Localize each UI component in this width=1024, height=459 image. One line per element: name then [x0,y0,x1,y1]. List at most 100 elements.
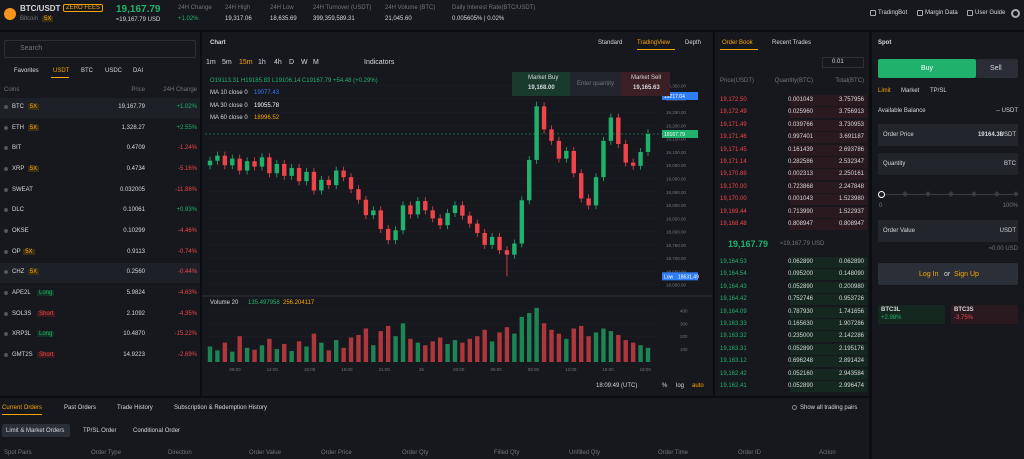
ask-cell: 3.730953 [838,121,864,128]
bid-cell: 19,163.32 [720,333,747,340]
coin-symbol[interactable]: APE2L [12,290,31,297]
orders-column: Unfilled Qty [569,450,601,456]
scale-option[interactable]: log [676,383,685,389]
checkbox[interactable] [792,405,797,410]
search-placeholder[interactable]: Search [20,45,43,52]
star-icon [4,208,8,213]
buy-box[interactable] [512,72,570,96]
view-tab[interactable]: TradingView [637,40,671,46]
candle-body [452,205,458,214]
order-tab[interactable]: TP/SL [930,88,947,94]
orders-tab[interactable]: Trade History [117,405,153,411]
candle-body [489,236,495,245]
volume-bar [400,323,406,362]
ask-row-bg [790,194,867,206]
interval[interactable]: D [289,59,295,66]
quantity-input[interactable]: Enter quantity [577,81,615,87]
orders-subtab[interactable]: TP/SL Order [83,428,117,434]
market-tab[interactable]: USDC [105,68,123,74]
x-tick-label: 09:00 [229,367,241,372]
symbol: BTC/USDT [20,4,61,13]
qty-box[interactable] [570,72,621,96]
buy-button[interactable] [878,59,976,78]
orders-subtab[interactable]: Conditional Order [133,428,181,434]
candle-body [497,236,502,251]
orders-tab[interactable]: Past Orders [64,405,97,411]
scale-option[interactable]: auto [692,383,704,389]
coin-change: +2.55% [176,124,197,131]
order-tab[interactable]: Limit [878,88,891,94]
settings-icon[interactable] [1011,9,1020,18]
book-last-price: 19,167.79 [728,239,769,249]
interval[interactable]: 4h [274,59,282,66]
signup-link[interactable]: Sign Up [954,271,979,278]
star-icon [4,187,8,192]
precision-box[interactable] [822,57,864,68]
indicators-button[interactable]: Indicators [364,59,395,66]
coin-symbol[interactable]: BTC [12,104,24,110]
slider-handle[interactable] [878,191,885,198]
token-card[interactable] [878,305,945,324]
interval[interactable]: M [313,59,319,66]
orders-column: Order Type [91,450,121,456]
market-tab[interactable]: BTC [81,68,93,74]
book-tab[interactable]: Recent Trades [772,40,812,46]
sell-box[interactable] [621,72,670,96]
ask-cell: 0.713990 [787,208,813,215]
coin-symbol[interactable]: BIT [12,145,22,152]
coin-symbol[interactable]: XRP [12,166,25,172]
bid-cell: 0.052160 [787,370,813,377]
coin-symbol[interactable]: XRP3L [12,331,32,338]
coin-symbol[interactable]: CHZ [12,269,25,276]
bid-row-bg [790,269,867,281]
volume-bar [230,351,235,362]
order-tab[interactable]: Market [901,88,920,94]
interval[interactable]: 5m [222,59,232,66]
coin-symbol[interactable]: OKSE [12,228,29,235]
coin-symbol[interactable]: GMT2S [12,352,33,359]
coin-tag: 5X [27,166,40,172]
market-buy[interactable]: Market Buy [528,75,559,81]
bid-row-bg [790,343,867,355]
scale-option[interactable]: % [662,383,668,389]
coin-symbol[interactable]: OP [12,248,21,255]
interval[interactable]: 15m [239,59,253,66]
interval[interactable]: 1h [258,59,266,66]
coin-symbol[interactable]: SOL3S [12,310,32,317]
search-box[interactable] [4,40,196,58]
y-tick-label: 18,800.00 [666,230,687,235]
orders-tab[interactable]: Subscription & Redemption History [174,405,268,411]
market-sell[interactable]: Market Sell [631,75,662,81]
candle-body [534,106,539,160]
market-tab[interactable]: Favorites [14,68,39,74]
orders-subtab[interactable]: Limit & Market Orders [6,428,65,434]
token-card[interactable] [951,305,1018,324]
coin-symbol[interactable]: SWEAT [12,186,33,193]
candle-body [408,205,413,215]
or-text: or [944,271,951,278]
coin-symbol[interactable]: ETH [12,124,24,131]
show-all[interactable]: Show all trading pairs [800,405,858,411]
price-field[interactable] [878,124,1018,146]
login-link[interactable]: Log In [919,271,939,278]
ask-cell: 0.161439 [787,146,813,153]
qty-field[interactable] [878,153,1018,175]
interval[interactable]: W [301,59,308,66]
view-tab[interactable]: Depth [685,40,702,46]
coin-symbol[interactable]: DLC [12,207,25,214]
volume-bar [489,341,495,362]
market-tab[interactable]: DAI [133,68,144,74]
value-field[interactable] [878,220,1018,242]
market-tab[interactable]: USDT [53,68,70,74]
header-link[interactable]: TradingBot [878,10,908,16]
volume-bar [252,349,257,362]
login-button[interactable] [878,263,1018,285]
row-highlight [0,98,200,118]
interval[interactable]: 1m [206,59,216,66]
book-tab[interactable]: Order Book [722,40,753,46]
view-tab[interactable]: Standard [598,40,623,46]
orders-tab[interactable]: Current Orders [2,405,43,411]
header-link[interactable]: Margin Data [925,10,958,16]
header-link[interactable]: User Guide [975,10,1006,16]
sell-button[interactable] [976,59,1018,78]
